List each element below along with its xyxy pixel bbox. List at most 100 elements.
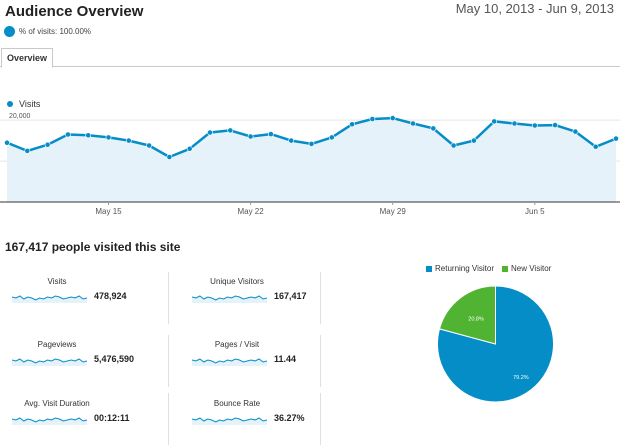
data-point — [552, 122, 558, 128]
pie-slice-label: 79.2% — [513, 375, 529, 381]
data-point — [288, 137, 295, 144]
series-dot-icon — [7, 101, 13, 107]
sparkline-line — [192, 417, 267, 423]
metric-avg-visit-duration[interactable]: Avg. Visit Duration 00:12:11 — [12, 399, 162, 448]
x-tick-label: May 22 — [237, 207, 264, 216]
data-point — [410, 120, 416, 127]
tab-overview[interactable]: Overview — [1, 48, 54, 68]
data-point — [430, 125, 437, 132]
metric-value: 00:12:11 — [94, 413, 130, 423]
sparkline-area — [192, 296, 267, 303]
data-point — [470, 137, 477, 144]
data-point — [491, 118, 498, 125]
sparkline-area — [192, 418, 267, 425]
metric-pages-per-visit[interactable]: Pages / Visit 11.44 — [192, 340, 342, 390]
data-point — [389, 115, 396, 121]
swatch-icon — [502, 265, 508, 272]
legend-label: Visits — [19, 99, 41, 109]
sparkline-line — [12, 358, 87, 364]
segment-indicator[interactable]: % of visits: 100.00% — [4, 26, 91, 37]
data-point — [125, 137, 132, 144]
data-point — [227, 127, 234, 134]
sparkline-line — [192, 358, 267, 364]
pie-slice-new — [438, 285, 496, 345]
metric-label: Avg. Visit Duration — [24, 399, 90, 408]
chart-legend[interactable]: Visits — [7, 99, 40, 109]
data-point — [531, 122, 538, 129]
sparkline-area — [192, 359, 267, 366]
legend-label: New Visitor — [511, 264, 552, 273]
data-point — [267, 131, 274, 137]
data-point — [166, 154, 173, 160]
visits-area — [7, 118, 616, 202]
sparkline-area — [12, 359, 87, 366]
divider — [320, 393, 321, 445]
data-point — [572, 128, 579, 135]
pie-icon — [4, 26, 15, 37]
sparkline — [12, 295, 87, 303]
data-point — [146, 142, 152, 149]
data-point — [4, 139, 10, 146]
data-point — [24, 148, 31, 154]
visitor-type-pie[interactable]: 79.2% 20.8% — [436, 284, 555, 404]
pie-slice-label: 20.8% — [468, 317, 484, 323]
date-range-selector[interactable]: May 10, 2013 - Jun 9, 2013 — [455, 1, 614, 16]
metric-visits[interactable]: Visits 478,924 — [12, 277, 162, 327]
data-point — [450, 142, 457, 149]
data-point — [369, 116, 376, 122]
metric-unique-visitors[interactable]: Unique Visitors 167,417 — [192, 277, 342, 327]
metric-label: Unique Visitors — [210, 277, 264, 286]
data-point — [207, 129, 213, 136]
legend-label: Returning Visitor — [435, 264, 494, 273]
segment-label: % of visits: 100.00% — [19, 27, 92, 36]
data-point — [613, 135, 619, 142]
sparkline-area — [12, 296, 87, 303]
divider — [168, 393, 169, 445]
divider — [320, 272, 321, 324]
y-tick-label: 20,000 — [9, 113, 31, 120]
data-point — [44, 141, 51, 148]
metric-label: Visits — [47, 277, 67, 286]
data-point — [105, 134, 112, 141]
metric-label: Pageviews — [37, 340, 77, 349]
sparkline — [192, 417, 267, 425]
divider — [168, 335, 169, 387]
data-point — [328, 134, 335, 141]
metric-value: 5,476,590 — [94, 354, 135, 364]
sparkline — [192, 358, 267, 366]
data-point — [65, 131, 71, 138]
sparkline-line — [12, 295, 87, 301]
metric-value: 11.44 — [274, 354, 297, 364]
page-title: Audience Overview — [5, 3, 144, 20]
data-point — [511, 120, 518, 127]
metric-value: 36.27% — [274, 413, 305, 423]
sparkline — [192, 295, 267, 303]
metric-value: 167,417 — [274, 291, 307, 301]
divider — [320, 335, 321, 387]
data-point — [85, 132, 92, 139]
x-tick-label: Jun 5 — [525, 207, 545, 216]
sparkline-line — [12, 417, 87, 423]
metric-pageviews[interactable]: Pageviews 5,476,590 — [12, 340, 162, 390]
metric-bounce-rate[interactable]: Bounce Rate 36.27% — [192, 399, 342, 448]
sparkline — [12, 358, 87, 366]
legend-item-returning[interactable]: Returning Visitor — [426, 264, 494, 273]
swatch-icon — [426, 265, 432, 272]
data-point — [349, 121, 355, 128]
data-point — [592, 143, 599, 150]
data-point — [308, 140, 315, 147]
data-point — [186, 145, 193, 152]
x-tick-label: May 15 — [95, 207, 122, 216]
metric-label: Bounce Rate — [213, 399, 261, 408]
summary-headline: 167,417 people visited this site — [5, 240, 181, 254]
data-point — [247, 133, 254, 140]
divider — [168, 272, 169, 324]
metric-value: 478,924 — [94, 291, 127, 301]
metric-label: Pages / Visit — [214, 340, 260, 349]
pie-legend: Returning Visitor New Visitor — [426, 264, 559, 273]
legend-item-new[interactable]: New Visitor — [502, 264, 551, 273]
x-tick-label: May 29 — [380, 207, 407, 216]
sparkline — [12, 417, 87, 425]
sparkline-line — [192, 295, 267, 301]
